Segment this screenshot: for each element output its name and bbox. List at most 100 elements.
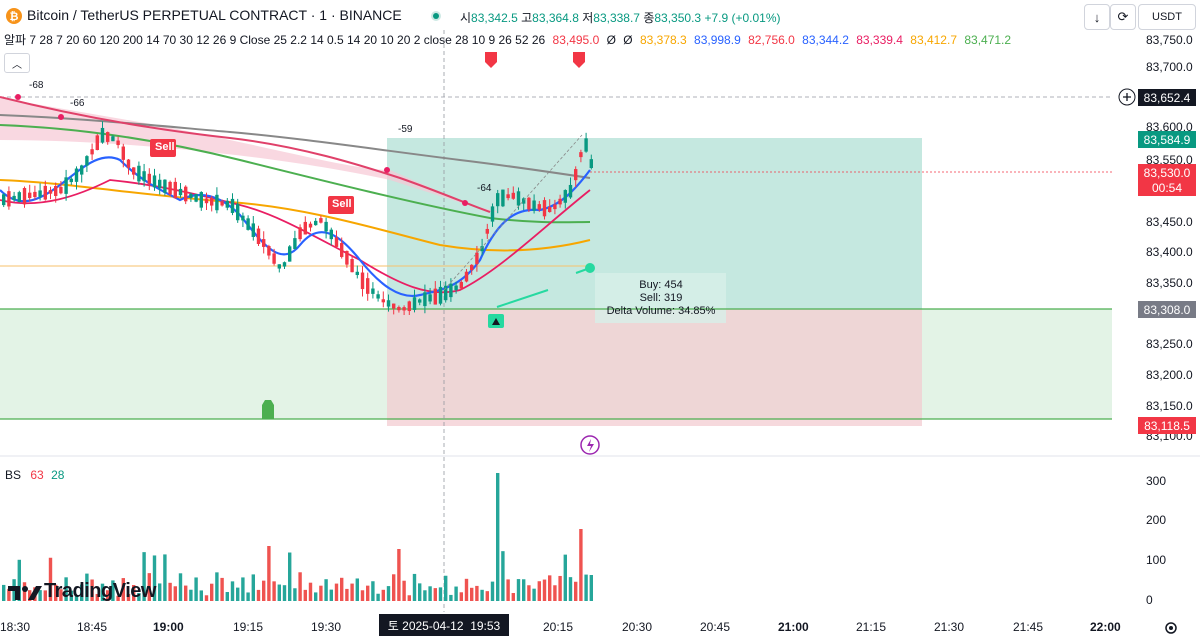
volume-bar	[402, 580, 406, 601]
volume-bar	[584, 574, 588, 601]
volume-bar	[7, 588, 11, 601]
change-value: +7.9 (+0.01%)	[704, 11, 781, 25]
candle-body	[272, 253, 276, 264]
volume-bar	[438, 587, 443, 601]
candle-body	[256, 228, 261, 244]
pivot-label-1: -68	[29, 80, 44, 91]
volume-bar	[418, 583, 422, 601]
volume-bar	[69, 590, 73, 601]
volume-bar	[340, 577, 344, 601]
volume-bar	[579, 529, 583, 601]
volume-bar	[542, 579, 547, 601]
pivot-dot-3	[384, 167, 390, 173]
candle-body	[277, 264, 281, 269]
candle-body	[85, 156, 89, 166]
candle-body	[438, 286, 443, 304]
volume-bar	[548, 575, 552, 601]
buy-arrow-icon	[492, 318, 500, 325]
candle-body	[360, 272, 365, 290]
candle-body	[163, 179, 167, 193]
volume-bar	[230, 581, 235, 601]
price-tick: 83,350.0	[1146, 276, 1193, 290]
refresh-icon[interactable]: ⟳	[1110, 4, 1136, 30]
market-status-icon[interactable]	[430, 10, 442, 22]
volume-bar	[246, 592, 250, 601]
candle-body	[381, 299, 385, 303]
candle-body	[220, 201, 224, 206]
download-icon[interactable]: ↓	[1084, 4, 1110, 30]
candle-body	[428, 294, 432, 302]
candle-body	[7, 191, 11, 207]
volume-tick: 200	[1146, 513, 1167, 527]
ind-val-2: Ø	[606, 33, 616, 47]
candle-body	[152, 175, 157, 188]
candle-body	[147, 173, 151, 184]
volume-bar	[64, 577, 68, 601]
close-key: 종	[643, 11, 655, 25]
volume-bar	[568, 577, 573, 601]
time-tick: 18:30	[0, 620, 31, 634]
target-price-label: 83,584.9	[1138, 131, 1196, 148]
add-alert-icon[interactable]	[1118, 88, 1136, 106]
bitcoin-icon: ₿	[6, 8, 22, 24]
volume-bar	[85, 573, 89, 601]
volume-bar	[589, 575, 593, 601]
volume-bar	[324, 579, 328, 601]
volume-bar	[142, 552, 146, 601]
volume-bar	[251, 574, 255, 601]
candle-body	[334, 237, 339, 247]
candle-body	[184, 186, 188, 202]
volume-bar	[48, 557, 53, 601]
tradingview-logo[interactable]: TradingView	[6, 580, 156, 603]
candle-body	[558, 198, 562, 205]
time-tick: 21:45	[1013, 620, 1044, 634]
candle-body	[230, 198, 235, 213]
countdown-label: 00:54	[1138, 179, 1196, 196]
volume-bar	[282, 585, 287, 601]
candle-body	[355, 271, 359, 276]
target-marker	[585, 263, 595, 273]
candle-body	[423, 292, 427, 307]
candle-body	[485, 228, 489, 234]
volume-bar	[470, 587, 474, 601]
candle-body	[475, 252, 479, 265]
price-tick: 83,700.0	[1146, 60, 1193, 74]
sell-label-2: Sell	[332, 198, 352, 210]
volume-legend[interactable]: BS 63 28	[5, 468, 64, 482]
candle-body	[246, 218, 250, 230]
settings-gear-icon[interactable]	[1163, 620, 1179, 636]
indicator-legend[interactable]: 알파 7 28 7 20 60 120 200 14 70 30 12 26 9…	[4, 31, 1015, 48]
candle-body	[194, 194, 198, 202]
candlesticks	[2, 121, 593, 315]
candle-body	[298, 227, 302, 240]
volume-bar	[496, 473, 500, 601]
lightning-icon[interactable]	[580, 435, 600, 455]
ind-val-6: 82,756.0	[748, 33, 795, 47]
candle-body	[28, 192, 32, 199]
volume-title: BS	[5, 468, 22, 482]
candle-body	[553, 204, 557, 210]
symbol-title[interactable]: Bitcoin / TetherUS PERPETUAL CONTRACT · …	[27, 7, 402, 23]
candle-body	[137, 165, 141, 182]
price-tick: 83,400.0	[1146, 245, 1193, 259]
time-tick: 21:15	[856, 620, 887, 634]
volume-bar	[241, 577, 245, 601]
volume-bar	[329, 589, 333, 601]
candle-body	[178, 188, 183, 196]
ind-val-10: 83,471.2	[964, 33, 1012, 47]
tradingview-logo-icon	[8, 585, 42, 600]
candle-body	[38, 190, 42, 197]
volume-bar	[501, 551, 505, 601]
candle-body	[204, 198, 209, 204]
candle-body	[33, 191, 37, 198]
currency-selector[interactable]: USDT	[1138, 4, 1196, 30]
volume-bar	[220, 577, 224, 601]
price-tick: 83,250.0	[1146, 337, 1193, 351]
volume-bar	[485, 591, 489, 601]
delta-tooltip: Buy: 454 Sell: 319 Delta Volume: 34.85%	[596, 279, 726, 318]
collapse-legend-button[interactable]: ︿	[4, 53, 30, 73]
volume-bar	[527, 585, 531, 601]
volume-tick: 300	[1146, 474, 1167, 488]
time-tick: 21:00	[778, 620, 809, 634]
